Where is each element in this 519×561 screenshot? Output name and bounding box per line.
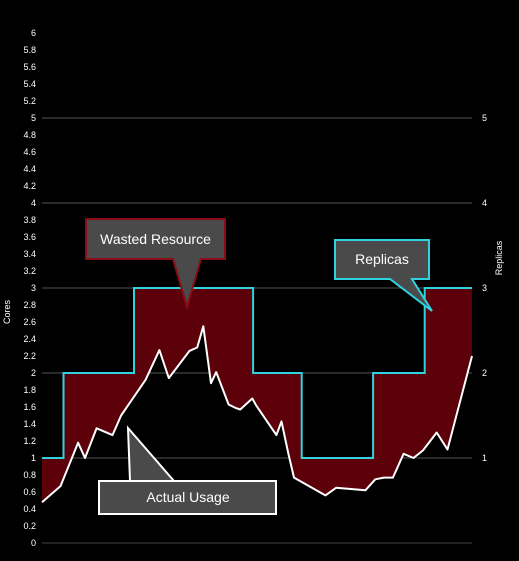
- left-tick-label: 2: [31, 368, 36, 378]
- left-axis-ticks: 0 0.2 0.4 0.6 0.8 1 1.2 1.4 1.6 1.8 2 2.2 2.4 2.6 2.8 3…: [23, 28, 36, 548]
- left-tick-label: 0.4: [23, 504, 36, 514]
- left-tick-label: 0.8: [23, 470, 36, 480]
- left-tick-label: 2.8: [23, 300, 36, 310]
- left-tick-label: 4.6: [23, 147, 36, 157]
- callout-replicas-box: [334, 239, 433, 312]
- left-tick-label: 3: [31, 283, 36, 293]
- left-tick-label: 3.4: [23, 249, 36, 259]
- right-tick-label: 2: [482, 368, 487, 378]
- left-tick-label: 0: [31, 538, 36, 548]
- wasted-resource-area: [42, 288, 472, 503]
- left-tick-label: 1.8: [23, 385, 36, 395]
- right-tick-label: 1: [482, 453, 487, 463]
- left-tick-label: 5: [31, 113, 36, 123]
- left-tick-label: 3.2: [23, 266, 36, 276]
- right-axis-ticks: 1 2 3 4 5: [482, 113, 487, 463]
- left-tick-label: 5.2: [23, 96, 36, 106]
- left-tick-label: 1.6: [23, 402, 36, 412]
- callout-actual-usage-box: [98, 425, 277, 515]
- right-tick-label: 5: [482, 113, 487, 123]
- left-tick-label: 6: [31, 28, 36, 38]
- left-axis-title: Cores: [2, 300, 12, 325]
- callout-actual-usage: Actual Usage: [98, 425, 277, 515]
- left-tick-label: 1.4: [23, 419, 36, 429]
- callout-wasted-resource: Wasted Resource: [85, 218, 226, 311]
- left-tick-label: 2.2: [23, 351, 36, 361]
- left-tick-label: 4.8: [23, 130, 36, 140]
- right-tick-label: 4: [482, 198, 487, 208]
- left-tick-label: 2.6: [23, 317, 36, 327]
- actual-usage-series-line: [41, 325, 473, 503]
- left-tick-label: 0.2: [23, 521, 36, 531]
- right-axis-title: Replicas: [494, 240, 504, 275]
- replicas-series-line: [42, 287, 472, 459]
- left-tick-label: 5.4: [23, 79, 36, 89]
- callout-actual-usage-label: Actual Usage: [146, 489, 229, 505]
- left-tick-label: 4: [31, 198, 36, 208]
- left-tick-label: 1: [31, 453, 36, 463]
- callout-replicas-label: Replicas: [355, 251, 409, 267]
- right-tick-label: 3: [482, 283, 487, 293]
- callout-wasted-resource-box: [85, 218, 226, 311]
- gridlines: [42, 117, 472, 544]
- callout-wasted-resource-label: Wasted Resource: [100, 231, 211, 247]
- left-tick-label: 1.2: [23, 436, 36, 446]
- callout-replicas: Replicas: [334, 239, 433, 312]
- left-tick-label: 4.2: [23, 181, 36, 191]
- left-tick-label: 0.6: [23, 487, 36, 497]
- left-tick-label: 5.8: [23, 45, 36, 55]
- left-tick-label: 2.4: [23, 334, 36, 344]
- left-tick-label: 3.6: [23, 232, 36, 242]
- left-tick-label: 4.4: [23, 164, 36, 174]
- left-tick-label: 5.6: [23, 62, 36, 72]
- left-tick-label: 3.8: [23, 215, 36, 225]
